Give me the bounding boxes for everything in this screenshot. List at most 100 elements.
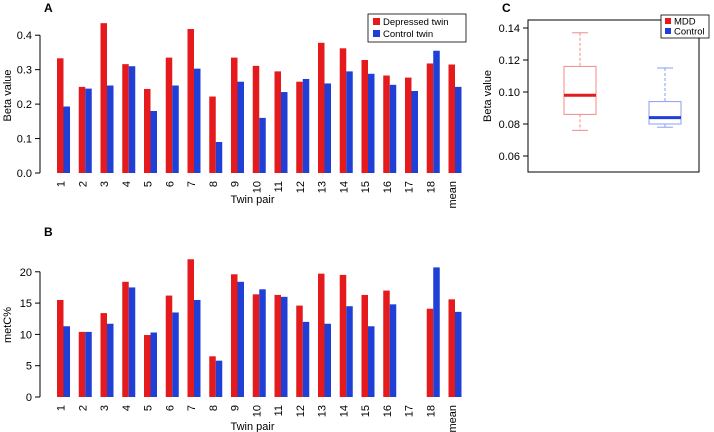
panel-a-x-tick-label: 15 xyxy=(360,181,372,193)
panel-a-x-tick-label: 6 xyxy=(164,181,176,187)
panel-a-y-axis-label: Beta value xyxy=(2,70,14,122)
panel-a-x-tick-label: 3 xyxy=(99,181,111,187)
panel-a-bar-depressed xyxy=(100,23,107,173)
panel-b-y-axis-label: metC% xyxy=(2,307,14,343)
panel-b-x-tick-label: 15 xyxy=(360,405,372,417)
panel-b-bar-control xyxy=(324,323,331,397)
panel-a-x-tick-label: 10 xyxy=(251,181,263,193)
panel-c-control-box xyxy=(648,101,682,125)
panel-b-y-tick-label: 5 xyxy=(26,361,32,373)
panel-a-x-tick-label: 17 xyxy=(404,181,416,193)
panel-b-bar-depressed xyxy=(165,295,173,397)
panel-a-x-tick-label: 4 xyxy=(121,181,133,187)
panel-a-y-tick-label: 0.2 xyxy=(17,99,32,111)
panel-a-bar-control xyxy=(259,117,266,173)
panel-a-bar-control xyxy=(324,83,331,173)
panel-b-bar-depressed xyxy=(383,290,390,397)
panel-b-bar-depressed xyxy=(231,274,238,397)
panel-b-x-tick-label: 1 xyxy=(56,405,68,411)
panel-a-bar-control xyxy=(346,71,353,173)
panel-b-x-tick-label: 18 xyxy=(425,405,437,417)
panel-a-y-tick-label: 0.0 xyxy=(17,168,32,180)
panel-b-bar-control xyxy=(85,331,92,397)
panel-a-bar-control xyxy=(237,81,244,173)
panel-b-bar-control xyxy=(194,299,201,397)
panel-a-x-tick-label: 2 xyxy=(77,181,89,187)
panel-c-frame xyxy=(527,19,700,173)
panel-a-x-tick-label: 18 xyxy=(425,181,437,193)
panel-b-bar-depressed xyxy=(361,294,368,397)
panel-b-bar-control xyxy=(107,323,114,397)
panel-a-bar-control xyxy=(172,85,179,173)
panel-b-x-tick-label: 14 xyxy=(338,405,350,417)
panel-b-x-tick-label: 5 xyxy=(143,405,155,411)
panel-a-x-tick-label: 8 xyxy=(208,181,220,187)
panel-a-bar-depressed xyxy=(383,75,390,173)
panel-c-letter: C xyxy=(502,1,511,15)
panel-b-bar-control xyxy=(281,296,288,397)
panel-a-bar-control xyxy=(194,68,201,173)
panel-c-mdd-box xyxy=(563,65,597,115)
panel-b-x-tick-label: 12 xyxy=(295,405,307,417)
panel-c-y-tick-label: 0.12 xyxy=(499,55,520,67)
panel-a-y-tick-label: 0.3 xyxy=(17,65,32,77)
panel-a-bar-depressed xyxy=(187,29,194,174)
panel-a-bar-control xyxy=(63,106,70,173)
panel-b-bar-control xyxy=(346,306,353,397)
panel-a-bar-depressed xyxy=(78,86,86,173)
panel-b-x-tick-label: 2 xyxy=(77,405,89,411)
panel-b-x-tick-label: 10 xyxy=(251,405,263,417)
panel-a-x-tick-label: 11 xyxy=(273,181,285,192)
panel-b-bar-depressed xyxy=(187,259,194,397)
panel-a-bar-depressed xyxy=(144,88,151,173)
panel-a-bar-control xyxy=(150,111,157,173)
panel-a-bar-control xyxy=(281,92,288,173)
panel-b-bar-control xyxy=(259,289,266,397)
panel-b-bar-control xyxy=(368,326,375,397)
panel-b-bar-control xyxy=(215,360,223,397)
panel-c-legend-box xyxy=(660,14,710,39)
panel-a-bar-depressed xyxy=(448,64,455,173)
panel-b-bar-control xyxy=(237,281,244,397)
panel-b-x-tick-label: 9 xyxy=(230,405,242,411)
panel-b-bar-depressed xyxy=(209,356,216,397)
panel-a-bar-control xyxy=(128,66,136,173)
legend-swatch-mdd xyxy=(665,18,671,24)
panel-b-bar-depressed xyxy=(122,281,129,397)
panel-b-bar-depressed xyxy=(426,308,434,397)
panel-a-bar-control xyxy=(107,85,114,173)
panel-a-x-tick-label: 5 xyxy=(143,181,155,187)
panel-b-bar-control xyxy=(433,267,440,397)
panel-c-y-tick-label: 0.06 xyxy=(499,151,520,163)
panel-b-bar-depressed xyxy=(318,273,325,397)
panel-a-bar-depressed xyxy=(122,64,129,173)
panel-a-bar-depressed xyxy=(274,71,281,173)
panel-b-y-tick-label: 0 xyxy=(26,392,32,404)
panel-b-y-tick-label: 10 xyxy=(20,329,32,341)
panel-b-x-tick-label: 3 xyxy=(99,405,111,411)
panel-a-x-tick-label: 7 xyxy=(186,181,198,187)
panel-a-bar-control xyxy=(411,91,418,173)
panel-b-bar-control xyxy=(128,287,136,397)
panel-b-x-tick-label: 4 xyxy=(121,405,133,411)
panel-b-bar-depressed xyxy=(100,313,107,397)
panel-b-bar-depressed xyxy=(78,331,86,397)
panel-b-x-tick-label: 8 xyxy=(208,405,220,411)
panel-b-x-tick-label: mean xyxy=(447,405,459,432)
panel-a-x-tick-label: 12 xyxy=(295,181,307,193)
panel-a-letter: A xyxy=(44,1,53,15)
panel-a-legend-box xyxy=(367,13,467,43)
panel-b-y-tick-label: 20 xyxy=(20,267,32,279)
panel-b-x-axis-label: Twin pair xyxy=(230,421,274,432)
panel-c-y-tick-label: 0.14 xyxy=(499,23,520,35)
panel-b-bar-depressed xyxy=(339,274,347,397)
legend-swatch-control-box xyxy=(665,28,671,34)
panel-b-y-tick-label: 15 xyxy=(20,298,32,310)
panel-b-x-tick-label: 11 xyxy=(273,405,285,416)
panel-a-bar-control xyxy=(389,84,397,173)
panel-b-x-tick-label: 17 xyxy=(404,405,416,417)
panel-b-bar-control xyxy=(302,321,310,397)
panel-c-y-tick-label: 0.10 xyxy=(499,87,520,99)
panel-b-bar-depressed xyxy=(448,299,455,397)
